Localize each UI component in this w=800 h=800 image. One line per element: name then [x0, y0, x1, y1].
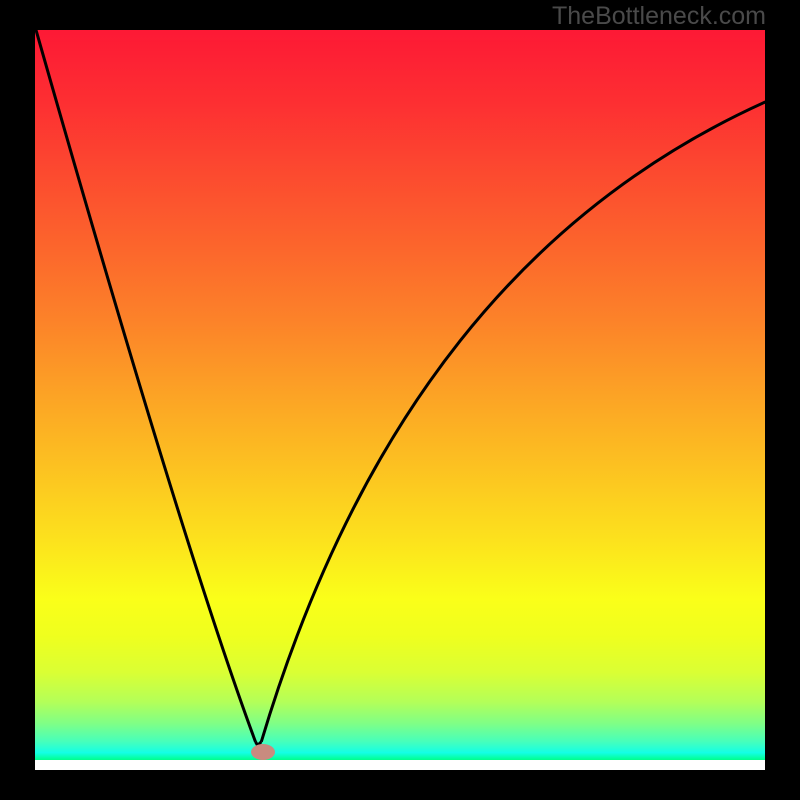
frame-border-right [765, 0, 800, 800]
chart-frame: TheBottleneck.com [0, 0, 800, 800]
frame-border-bottom [0, 770, 800, 800]
optimum-marker [251, 744, 275, 760]
watermark-text: TheBottleneck.com [552, 2, 766, 31]
plot-area [35, 30, 765, 770]
frame-border-left [0, 0, 35, 800]
bottleneck-curve [35, 30, 765, 760]
